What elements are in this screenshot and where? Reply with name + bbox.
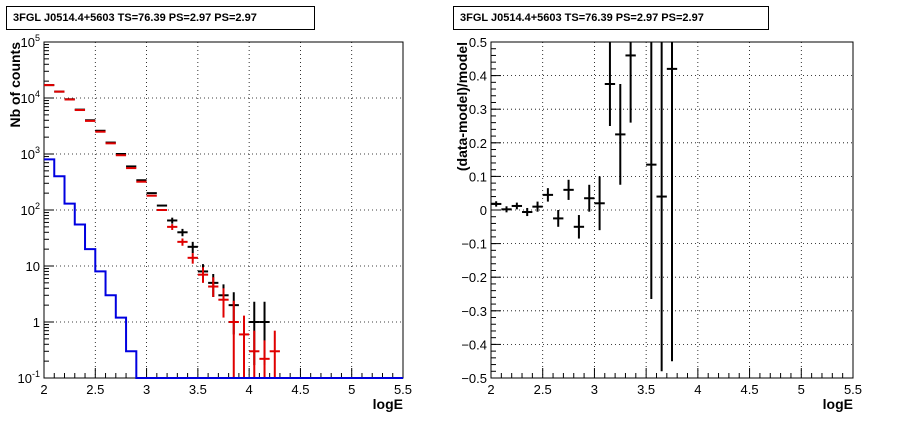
data-point [218, 288, 229, 318]
y-tick-label: 0.4 [469, 69, 487, 84]
x-tick-label: 3.5 [637, 382, 655, 397]
data-point [594, 176, 605, 231]
data-point [177, 228, 188, 237]
data-point [522, 207, 533, 217]
y-tick-label: 0.1 [469, 169, 487, 184]
counts-chart: 2 2.5 3 3.5 4 4.5 5 5.5 10-1 1 10 102 103 104 105 logE N… [7, 33, 412, 412]
plot-frame [43, 41, 404, 379]
y-tick-label: 102 [21, 201, 40, 218]
x-axis-title: logE [373, 396, 403, 412]
data-point [491, 201, 502, 207]
x-tick-label: 4 [694, 382, 701, 397]
x-tick-label: 2.5 [86, 382, 104, 397]
data-point [604, 42, 616, 126]
data-point [625, 42, 636, 123]
data-point [259, 340, 270, 378]
x-tick-label: 5 [798, 382, 805, 397]
y-tick-label: 0.2 [469, 136, 487, 151]
x-tick-label: 5 [348, 382, 355, 397]
y-tick-label: 0.3 [469, 102, 487, 117]
chart-title: 3FGL J0514.4+5603 TS=76.39 PS=2.97 PS=2.… [453, 6, 769, 30]
data-point [563, 179, 574, 200]
y-axis-title: (data-model)/model [454, 42, 470, 171]
data-point [269, 330, 280, 378]
data-point [573, 215, 585, 239]
series-2-step-line [44, 158, 403, 379]
residual-panel: 2 2.5 3 3.5 4 4.5 5 5.5 −0.5 −0.4 −0.3 −0.2 −0.1 0 0.1… [449, 0, 898, 421]
y-tick-label: −0.5 [461, 371, 487, 386]
y-axis-title: Nb of counts [7, 42, 23, 128]
y-tick-label: −0.3 [461, 304, 487, 319]
x-tick-label: 2.5 [534, 382, 552, 397]
residual-chart: 2 2.5 3 3.5 4 4.5 5 5.5 −0.5 −0.4 −0.3 −0.2 −0.1 0 0.1… [454, 35, 862, 412]
x-tick-label: 3 [591, 382, 598, 397]
data-point [646, 42, 657, 300]
x-tick-label: 2 [40, 382, 47, 397]
data-point [228, 300, 239, 378]
data-point [187, 253, 198, 264]
data-point [501, 206, 512, 213]
data-point [187, 241, 198, 254]
y-tick-label: −0.4 [461, 337, 487, 352]
counts-panel: 2 2.5 3 3.5 4 4.5 5 5.5 10-1 1 10 102 103 104 105 logE N… [6, 6, 412, 412]
data-point [584, 184, 595, 212]
y-tick-label: 104 [21, 89, 40, 106]
x-tick-label: 3 [143, 382, 150, 397]
data-point [656, 42, 667, 372]
data-point [167, 217, 178, 224]
y-tick-label: 105 [21, 33, 40, 50]
y-tick-label: −0.1 [461, 237, 487, 252]
data-point [511, 202, 523, 210]
x-tick-label: 3.5 [189, 382, 207, 397]
data-point [532, 201, 543, 212]
x-tick-label: 5.5 [844, 382, 862, 397]
data-point [208, 277, 219, 297]
x-tick-label: 4.5 [741, 382, 759, 397]
data-point [615, 84, 626, 185]
x-tick-label: 2 [487, 382, 494, 397]
data-point [167, 224, 178, 230]
chart-title: 3FGL J0514.4+5603 TS=76.39 PS=2.97 PS=2.… [6, 6, 315, 30]
y-tick-label: 103 [21, 145, 40, 162]
y-tick-label: −0.2 [461, 270, 487, 285]
y-tick-label: 10 [26, 259, 40, 274]
y-tick-label: 1 [33, 315, 40, 330]
data-point [249, 330, 260, 378]
data-point [197, 267, 209, 283]
data-point [553, 210, 564, 227]
data-point [238, 315, 250, 378]
x-axis-title: logE [823, 396, 853, 412]
x-tick-label: 4.5 [291, 382, 309, 397]
data-point [666, 42, 678, 362]
data-point [542, 188, 554, 202]
y-tick-label: 10-1 [18, 369, 40, 386]
y-tick-label: 0 [480, 203, 487, 218]
x-tick-label: 4 [246, 382, 253, 397]
y-tick-label: 0.5 [469, 35, 487, 50]
x-tick-label: 5.5 [394, 382, 412, 397]
data-point [177, 238, 188, 246]
